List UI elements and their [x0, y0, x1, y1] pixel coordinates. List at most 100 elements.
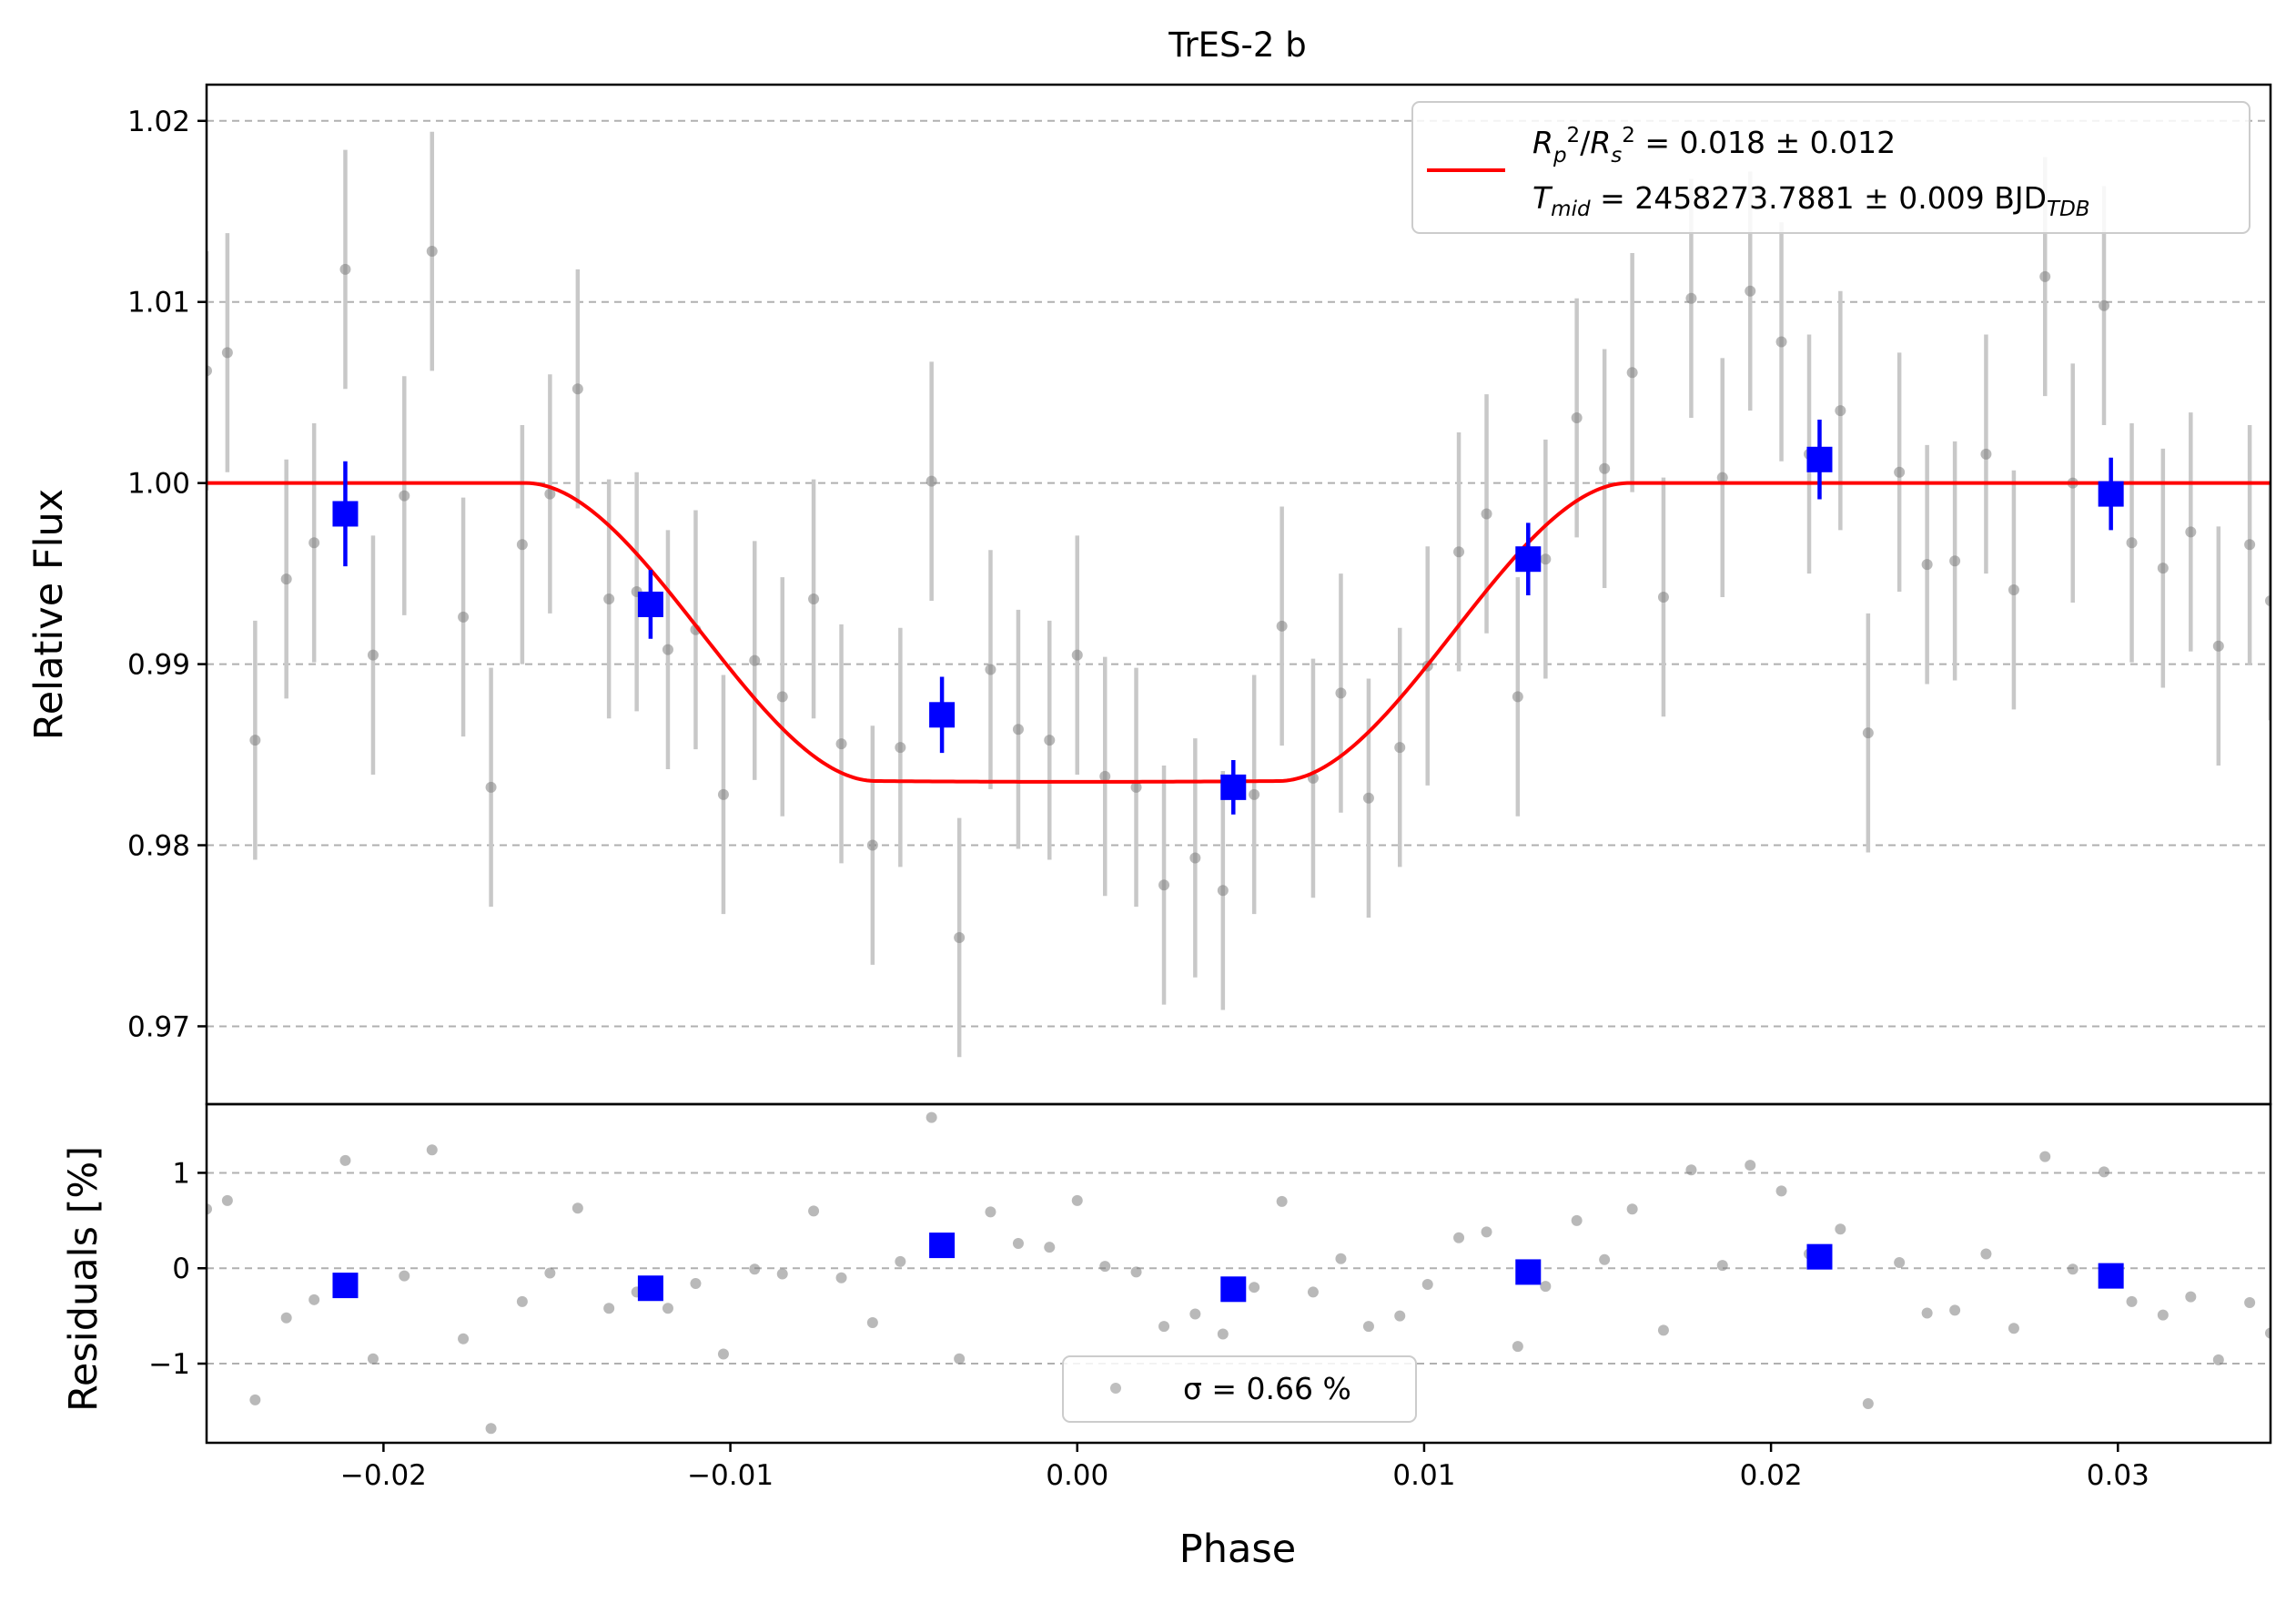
- residual-data-point: [1512, 1341, 1523, 1353]
- residual-data-point: [1362, 1321, 1374, 1333]
- residuals-panel: −1 0 1 −0.02 −0.01 0.00 0.01 0.02 0.03 Residual…: [61, 1102, 2272, 1572]
- flux-data-point: [1276, 620, 1288, 632]
- residual-data-point: [1249, 1282, 1260, 1294]
- flux-data-point: [2212, 640, 2224, 652]
- residual-data-point: [516, 1295, 528, 1307]
- residual-data-point: [1217, 1328, 1229, 1340]
- flux-data-point: [808, 593, 820, 604]
- flux-data-point: [1980, 448, 1992, 460]
- residual-data-point: [1276, 1195, 1288, 1207]
- x-tick-label: 0.00: [1046, 1459, 1108, 1492]
- residuals-y-tick-label: 0: [172, 1253, 190, 1285]
- residual-binned-point: [929, 1233, 956, 1259]
- flux-y-tick-label: 1.00: [127, 468, 190, 501]
- flux-data-point: [1571, 412, 1583, 424]
- residual-data-point: [1189, 1308, 1201, 1320]
- flux-data-point: [2008, 584, 2019, 596]
- residual-binned-point: [332, 1273, 359, 1299]
- flux-data-point: [458, 611, 470, 623]
- residuals-y-tick-label: 1: [172, 1157, 190, 1190]
- flux-y-tick-label: 0.98: [127, 830, 190, 863]
- flux-data-point: [2244, 539, 2256, 551]
- x-tick-label: 0.02: [1740, 1459, 1803, 1492]
- residual-data-point: [1421, 1279, 1433, 1291]
- flux-data-points: [207, 246, 2271, 943]
- flux-data-point: [1599, 462, 1611, 474]
- flux-data-point: [1394, 742, 1406, 754]
- flux-data-point: [221, 347, 233, 359]
- x-tick-label: 0.03: [2087, 1459, 2149, 1492]
- flux-data-point: [249, 735, 261, 746]
- flux-data-point: [1362, 792, 1374, 804]
- residual-binned-point: [1220, 1276, 1247, 1303]
- residual-data-point: [1626, 1203, 1638, 1215]
- flux-data-point: [749, 654, 761, 666]
- flux-legend: Rp2/Rs2 = 0.018 ± 0.012 Tmid = 2458273.7…: [1411, 101, 2250, 234]
- residuals-data-points: [207, 1111, 2271, 1435]
- flux-data-point: [1540, 553, 1552, 565]
- flux-data-point: [2039, 270, 2051, 282]
- residual-data-point: [776, 1268, 788, 1280]
- residual-data-point: [808, 1205, 820, 1217]
- x-ticks: −0.02 −0.01 0.00 0.01 0.02 0.03: [340, 1443, 2149, 1492]
- flux-data-point: [1775, 336, 1787, 348]
- residual-data-point: [1130, 1266, 1142, 1278]
- residual-data-point: [1044, 1242, 1056, 1253]
- flux-y-axis-label: Relative Flux: [26, 489, 72, 740]
- flux-data-point: [1685, 292, 1697, 304]
- residual-binned-point: [637, 1275, 663, 1302]
- flux-data-point: [603, 593, 615, 604]
- flux-data-point: [399, 490, 410, 502]
- residual-data-point: [1540, 1281, 1552, 1293]
- residual-data-point: [2157, 1309, 2169, 1321]
- flux-data-point: [1835, 405, 1846, 417]
- flux-data-point: [2265, 594, 2271, 606]
- residuals-y-axis-label: Residuals [%]: [61, 1146, 106, 1412]
- flux-data-point: [954, 931, 966, 943]
- residual-data-point: [1835, 1223, 1846, 1235]
- residual-data-point: [2265, 1327, 2271, 1339]
- residual-data-point: [544, 1267, 556, 1279]
- flux-data-point: [516, 539, 528, 551]
- residual-data-point: [1307, 1286, 1319, 1298]
- flux-data-point: [925, 475, 937, 487]
- residual-data-point: [1862, 1398, 1874, 1410]
- x-tick-label: −0.01: [687, 1459, 774, 1492]
- flux-binned-point: [332, 501, 359, 527]
- flux-data-point: [895, 742, 906, 754]
- residual-data-point: [339, 1154, 351, 1166]
- residual-data-point: [1453, 1232, 1465, 1243]
- residual-data-point: [866, 1316, 878, 1328]
- residual-data-point: [2244, 1296, 2256, 1308]
- residual-data-point: [895, 1255, 906, 1267]
- legend-sigma: σ = 0.66 %: [1183, 1371, 1351, 1406]
- flux-data-point: [1130, 781, 1142, 793]
- residual-data-point: [399, 1270, 410, 1282]
- flux-y-tick-label: 1.02: [127, 106, 190, 138]
- flux-data-point: [1099, 770, 1111, 782]
- residual-data-point: [1599, 1253, 1611, 1265]
- flux-y-tick-label: 0.99: [127, 649, 190, 682]
- flux-data-point: [1657, 591, 1669, 603]
- residual-data-point: [749, 1263, 761, 1275]
- flux-data-point: [2126, 537, 2138, 549]
- flux-data-point: [1626, 367, 1638, 379]
- flux-data-point: [717, 788, 729, 800]
- residual-data-point: [458, 1333, 470, 1344]
- flux-data-point: [1158, 879, 1170, 891]
- residual-data-point: [1745, 1160, 1756, 1172]
- flux-data-point: [2099, 299, 2110, 311]
- residual-data-point: [280, 1312, 292, 1324]
- residual-data-point: [1012, 1237, 1024, 1249]
- flux-data-point: [426, 246, 438, 258]
- residual-binned-point: [1515, 1259, 1542, 1285]
- flux-y-tick-label: 1.01: [127, 287, 190, 320]
- flux-binned-point: [929, 702, 956, 728]
- residual-data-point: [249, 1394, 261, 1405]
- residual-data-point: [1685, 1164, 1697, 1176]
- residual-data-point: [717, 1348, 729, 1360]
- residual-data-point: [367, 1353, 379, 1365]
- residual-data-point: [690, 1278, 702, 1290]
- residual-data-point: [835, 1272, 847, 1283]
